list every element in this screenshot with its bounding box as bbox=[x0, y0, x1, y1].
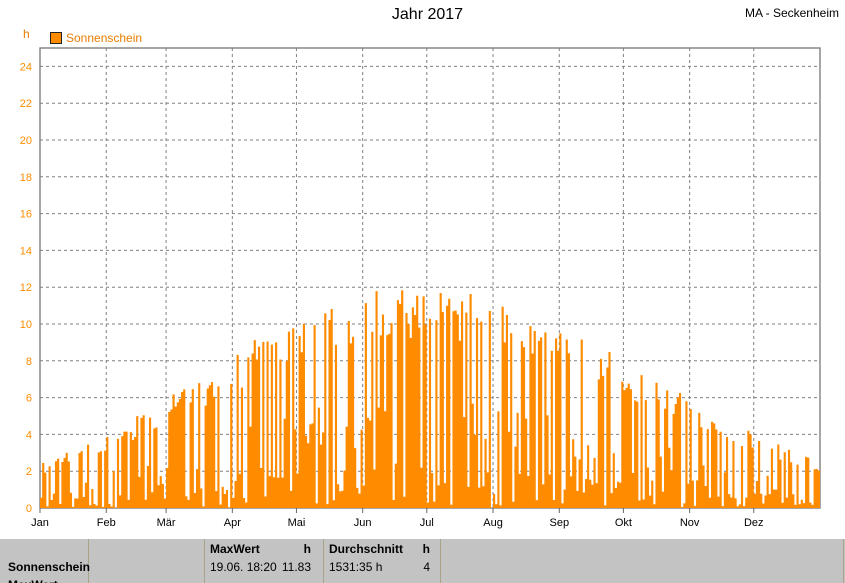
svg-text:Jun: Jun bbox=[354, 517, 372, 529]
svg-text:Dez: Dez bbox=[744, 517, 764, 529]
svg-text:Aug: Aug bbox=[483, 517, 503, 529]
svg-text:Mär: Mär bbox=[157, 517, 176, 529]
svg-text:20: 20 bbox=[20, 135, 32, 147]
svg-text:4: 4 bbox=[26, 429, 32, 441]
svg-text:Nov: Nov bbox=[680, 517, 700, 529]
svg-text:Jul: Jul bbox=[420, 517, 434, 529]
svg-text:6: 6 bbox=[26, 393, 32, 405]
svg-text:16: 16 bbox=[20, 209, 32, 221]
svg-text:Mai: Mai bbox=[288, 517, 306, 529]
svg-text:Okt: Okt bbox=[615, 517, 632, 529]
svg-text:18: 18 bbox=[20, 172, 32, 184]
svg-text:24: 24 bbox=[20, 61, 32, 73]
svg-text:14: 14 bbox=[20, 245, 32, 257]
svg-text:Sep: Sep bbox=[550, 517, 570, 529]
svg-text:0: 0 bbox=[26, 503, 32, 515]
svg-text:Feb: Feb bbox=[97, 517, 116, 529]
svg-text:10: 10 bbox=[20, 319, 32, 331]
svg-text:Jan: Jan bbox=[31, 517, 49, 529]
svg-text:12: 12 bbox=[20, 282, 32, 294]
svg-text:22: 22 bbox=[20, 98, 32, 110]
svg-text:8: 8 bbox=[26, 356, 32, 368]
svg-text:2: 2 bbox=[26, 466, 32, 478]
svg-text:Apr: Apr bbox=[224, 517, 241, 529]
